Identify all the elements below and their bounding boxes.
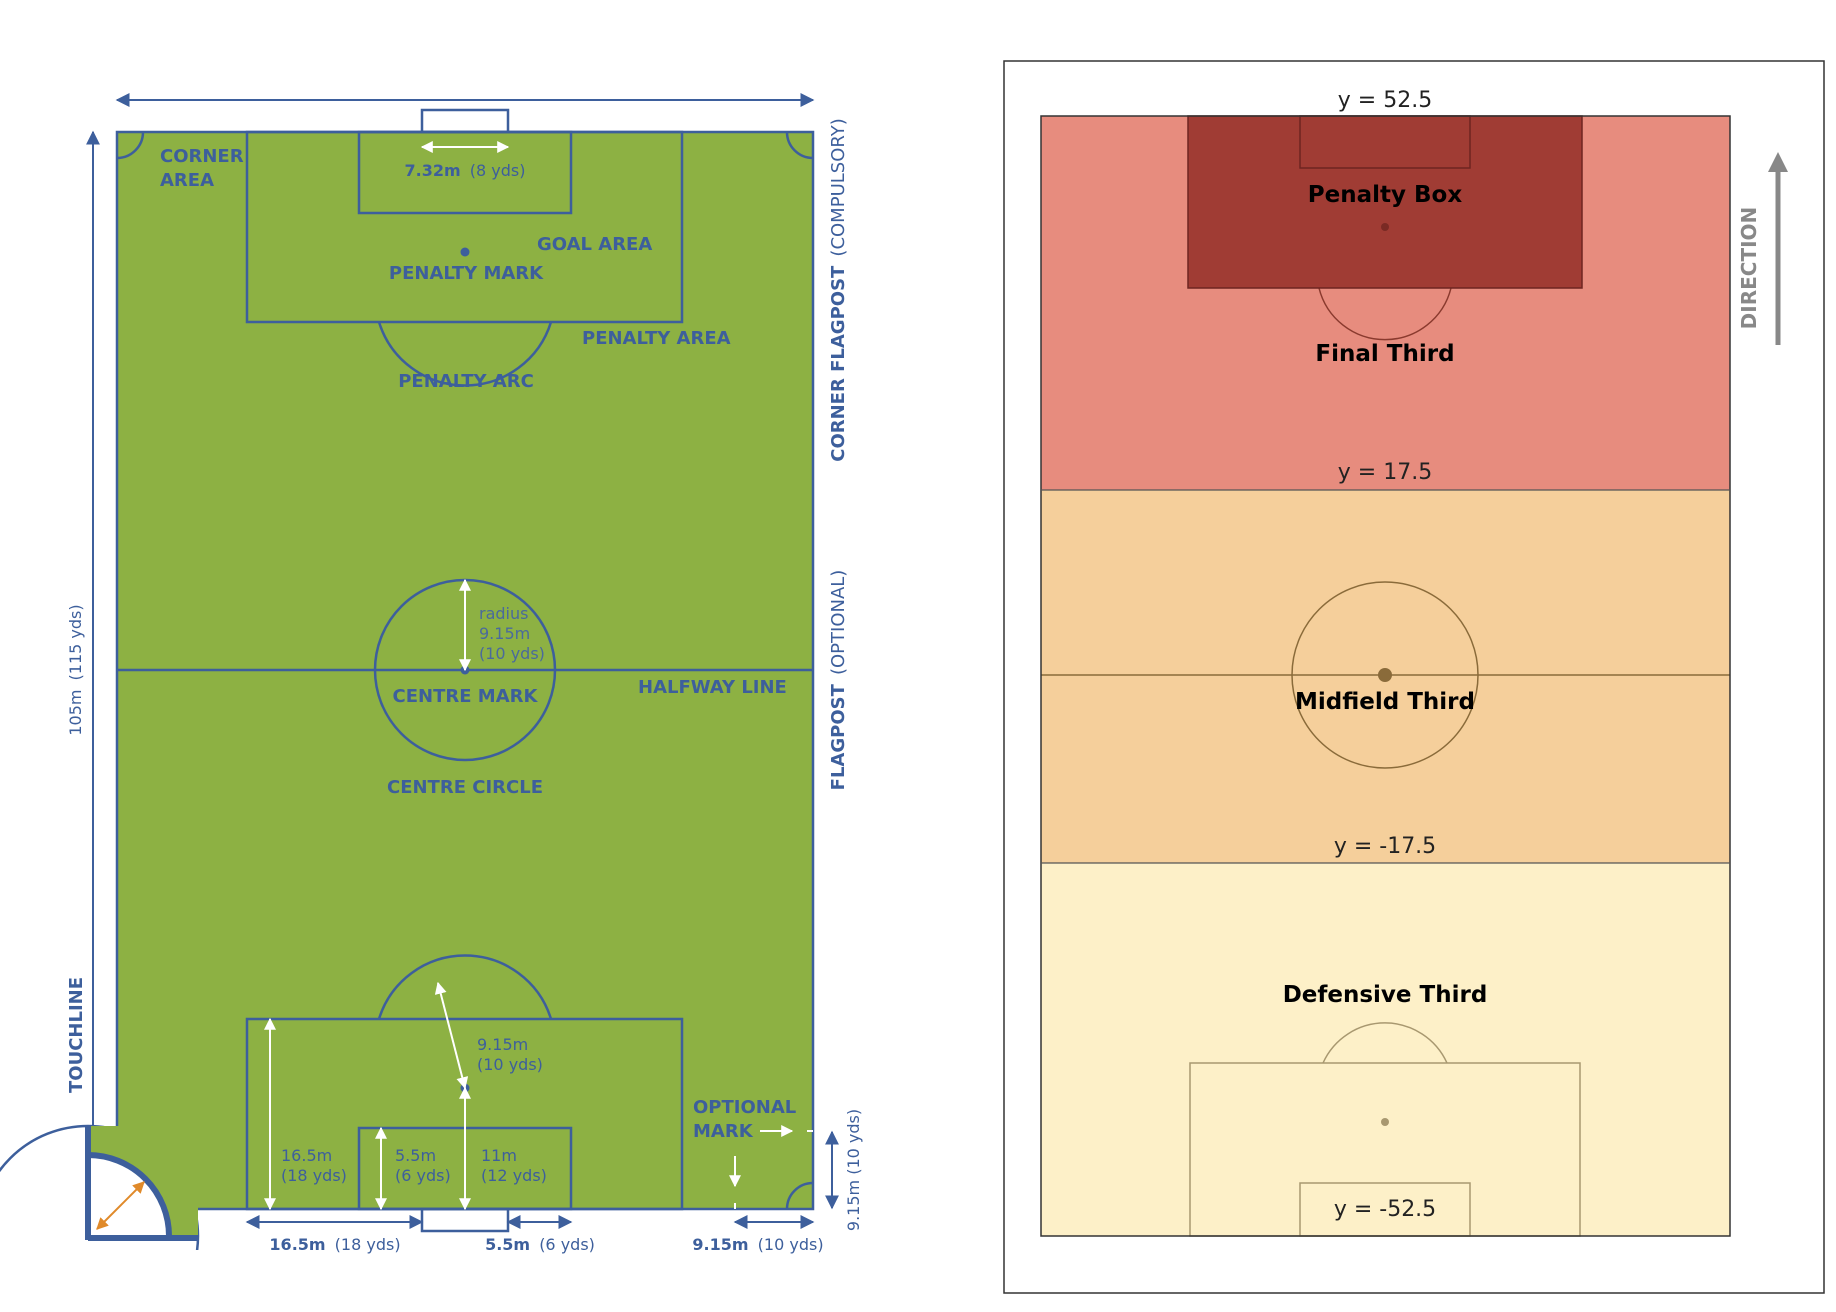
centre-circle-label: CENTRE CIRCLE: [387, 777, 543, 798]
halfway-line-label: HALFWAY LINE: [638, 677, 787, 698]
top-penalty-mark: [460, 247, 470, 257]
top-penalty-arc-right: [1318, 287, 1452, 341]
bottom-goal: [420, 1207, 510, 1233]
top-penalty-spot-right: [1381, 223, 1389, 231]
penalty-mark-label: PENALTY MARK: [389, 263, 544, 284]
defensive-third-label: Defensive Third: [1283, 982, 1488, 1008]
bottom-pen-width-label: 16.5m (18 yds): [269, 1235, 400, 1254]
bottom-mark-dist-label: 9.15m (10 yds): [692, 1235, 823, 1254]
optional-mark-label-2: MARK: [693, 1121, 754, 1142]
penalty-box-label: Penalty Box: [1308, 182, 1463, 208]
bottom-goal-width-label: 5.5m (6 yds): [485, 1235, 595, 1254]
zones-diagram: Penalty Box Final Third Midfield Third D…: [1003, 60, 1825, 1294]
y-marker-lower: y = -17.5: [1334, 834, 1436, 859]
corner-flagpost-label: CORNER FLAGPOST (COMPULSORY): [828, 118, 849, 462]
optional-mark-label-1: OPTIONAL: [693, 1097, 796, 1118]
arc-distance-arrow: [434, 981, 469, 1090]
radius-label-2: 9.15m: [479, 624, 530, 643]
bottom-penalty-spot-right: [1381, 1118, 1389, 1126]
corner-arc-br: [785, 1181, 814, 1210]
y-marker-upper: y = 17.5: [1338, 460, 1432, 485]
penalty-spot-label-2: (12 yds): [481, 1166, 547, 1185]
pitch-outline-right: [1040, 115, 1731, 1237]
centre-spot-right: [1378, 668, 1392, 682]
defensive-third-zone: [1041, 863, 1730, 1236]
pitch-diagram: CORNER AREA 7.32m (8 yds) GOAL AREA PENA…: [0, 93, 863, 1254]
corner-area-label-1: CORNER: [160, 146, 244, 167]
centre-circle-right: [1291, 581, 1479, 769]
midfield-third-label: Midfield Third: [1295, 689, 1475, 715]
pen-area-depth-label-2: (18 yds): [281, 1166, 347, 1185]
pen-area-depth-label-1: 16.5m: [281, 1146, 332, 1165]
corner-arc-tl: [116, 131, 145, 160]
top-penalty-arc: [377, 321, 553, 387]
length-label: 105m (115 yds): [66, 604, 85, 735]
side-mark-distance-label: 9.15m (10 yds): [844, 1109, 863, 1231]
corner-area-label-2: AREA: [160, 170, 214, 191]
y-marker-top: y = 52.5: [1338, 88, 1432, 113]
bottom-penalty-arc: [377, 954, 553, 1020]
radius-label-1: radius: [479, 604, 528, 623]
goal-width-label: 7.32m (8 yds): [405, 161, 526, 180]
goal-area-depth-label-1: 5.5m: [395, 1146, 436, 1165]
penalty-arc-label: PENALTY ARC: [398, 371, 534, 392]
arc-distance-label-2: (10 yds): [477, 1055, 543, 1074]
penalty-area-label: PENALTY AREA: [582, 328, 731, 349]
goal-area-depth-label-2: (6 yds): [395, 1166, 451, 1185]
direction-label: DIRECTION: [1737, 207, 1761, 330]
arc-distance-label-1: 9.15m: [477, 1035, 528, 1054]
corner-arc-tr: [785, 131, 814, 160]
radius-label-3: (10 yds): [479, 644, 545, 663]
flagpost-label: FLAGPOST (OPTIONAL): [828, 570, 849, 791]
goal-area-label: GOAL AREA: [537, 234, 652, 255]
bottom-penalty-arc-right: [1322, 1022, 1448, 1064]
top-goal: [420, 108, 510, 134]
y-marker-bottom: y = -52.5: [1334, 1197, 1436, 1222]
corner-detail-inset: [0, 1124, 200, 1250]
penalty-spot-label-1: 11m: [481, 1146, 517, 1165]
penalty-box: [1187, 115, 1583, 289]
touchline-label: TOUCHLINE: [66, 977, 87, 1093]
centre-mark-label: CENTRE MARK: [393, 686, 539, 707]
final-third-label: Final Third: [1315, 341, 1454, 367]
